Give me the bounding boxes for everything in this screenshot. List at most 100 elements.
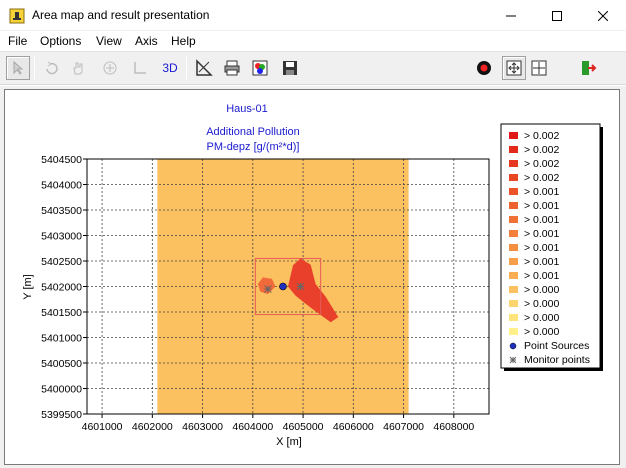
x-tick-label-4: 4605000	[283, 421, 324, 433]
menu-bar: File Options View Axis Help	[0, 31, 626, 51]
chart-title: Haus-01	[226, 103, 268, 115]
expand-icon	[531, 60, 547, 76]
chart-panel: Haus-01 Additional Pollution PM-depz [g/…	[4, 89, 620, 465]
legend-swatch-13	[509, 314, 518, 321]
window-title: Area map and result presentation	[32, 8, 210, 22]
triangle-ruler-icon	[196, 59, 213, 76]
app-icon	[9, 8, 25, 24]
legend-swatch-12	[509, 300, 518, 307]
legend-point-source-marker	[509, 342, 517, 350]
legend-swatch-9	[509, 258, 518, 265]
y-tick-label-9: 5400000	[41, 384, 82, 396]
chart-subtitle-line-2: PM-depz [g/(m²*d)]	[207, 141, 300, 153]
menu-file[interactable]: File	[8, 34, 28, 48]
maximize-icon	[552, 10, 562, 21]
printer-icon	[224, 60, 240, 76]
fit-view-button[interactable]	[502, 56, 526, 80]
source-region-box	[254, 257, 322, 316]
chart-subtitle-line-1: Additional Pollution	[206, 126, 300, 138]
x-tick-label-1: 4602000	[132, 421, 173, 433]
legend-label-1: > 0.002	[524, 144, 559, 156]
legend-label-14: > 0.000	[524, 326, 559, 338]
minimize-icon	[506, 15, 516, 16]
print-button[interactable]	[220, 56, 244, 80]
title-bar: Area map and result presentation	[0, 0, 626, 31]
legend-swatch-2	[509, 160, 518, 167]
drawing-button[interactable]	[192, 56, 216, 80]
legend-label-11: > 0.000	[524, 284, 559, 296]
x-tick-label-7: 4608000	[433, 421, 474, 433]
legend-label-12: > 0.000	[524, 298, 559, 310]
select-arrow-icon	[13, 60, 24, 75]
legend-label-2: > 0.002	[524, 158, 559, 170]
y-tick-label-10: 5399500	[41, 409, 82, 421]
menu-axis[interactable]: Axis	[135, 34, 158, 48]
point-source-0	[279, 282, 287, 291]
record-button[interactable]	[472, 56, 496, 80]
legend-swatch-1	[509, 146, 518, 153]
pan-button[interactable]	[66, 56, 90, 80]
extent-button[interactable]	[527, 56, 551, 80]
y-tick-label-0: 5404500	[41, 154, 82, 166]
x-tick-label-6: 4607000	[383, 421, 424, 433]
legend-label-0: > 0.002	[524, 130, 559, 142]
y-tick-label-3: 5403000	[41, 231, 82, 243]
x-axis-label: X [m]	[276, 436, 302, 448]
legend-label-9: > 0.001	[524, 256, 559, 268]
record-icon	[477, 61, 491, 75]
plume-right	[288, 258, 339, 323]
menu-help[interactable]: Help	[171, 34, 196, 48]
zoom-button[interactable]	[98, 56, 122, 80]
menu-options[interactable]: Options	[40, 34, 82, 48]
3d-label: 3D	[162, 61, 178, 75]
hand-icon	[73, 62, 83, 75]
legend-monitor-marker	[509, 356, 517, 364]
legend-swatch-0	[509, 132, 518, 139]
area-map-chart: Haus-01 Additional Pollution PM-depz [g/…	[22, 103, 603, 448]
save-button[interactable]	[278, 56, 302, 80]
legend-swatch-8	[509, 244, 518, 251]
crosshair-icon	[103, 61, 117, 75]
y-tick-label-6: 5401500	[41, 307, 82, 319]
fit-view-icon	[506, 60, 522, 76]
legend-swatch-10	[509, 272, 518, 279]
close-icon	[598, 10, 608, 21]
legend-label-7: > 0.001	[524, 228, 559, 240]
exit-door-icon	[582, 61, 597, 75]
menu-view[interactable]: View	[96, 34, 122, 48]
legend-swatch-4	[509, 188, 518, 195]
legend-label-10: > 0.001	[524, 270, 559, 282]
palette-icon	[252, 60, 268, 76]
y-tick-label-1: 5404000	[41, 180, 82, 192]
select-tool-button[interactable]	[6, 56, 30, 80]
floppy-disk-icon	[283, 61, 297, 75]
x-tick-label-3: 4604000	[232, 421, 273, 433]
plume-left	[257, 277, 276, 295]
maximize-button[interactable]	[534, 0, 580, 31]
legend-monitor-points-label: Monitor points	[524, 354, 590, 366]
toolbar: 3D	[0, 51, 626, 85]
rotate-button[interactable]	[40, 56, 64, 80]
legend-swatch-5	[509, 202, 518, 209]
legend-label-8: > 0.001	[524, 242, 559, 254]
legend-swatch-14	[509, 328, 518, 335]
y-tick-label-8: 5400500	[41, 358, 82, 370]
colors-button[interactable]	[248, 56, 272, 80]
close-button[interactable]	[580, 0, 626, 31]
exit-button[interactable]	[576, 56, 600, 80]
y-axis-label: Y [m]	[22, 274, 34, 299]
axis-icon	[134, 62, 146, 74]
legend-point-sources-label: Point Sources	[524, 340, 589, 352]
x-tick-label-0: 4601000	[82, 421, 123, 433]
legend-swatch-7	[509, 230, 518, 237]
y-tick-label-4: 5402500	[41, 256, 82, 268]
3d-button[interactable]: 3D	[158, 56, 182, 80]
legend-label-6: > 0.001	[524, 214, 559, 226]
y-tick-label-7: 5401000	[41, 333, 82, 345]
x-tick-label-5: 4606000	[333, 421, 374, 433]
monitor-point-0	[264, 285, 272, 293]
legend-label-5: > 0.001	[524, 200, 559, 212]
monitor-point-1	[296, 282, 305, 291]
minimize-button[interactable]	[488, 0, 534, 31]
axis-button[interactable]	[128, 56, 152, 80]
